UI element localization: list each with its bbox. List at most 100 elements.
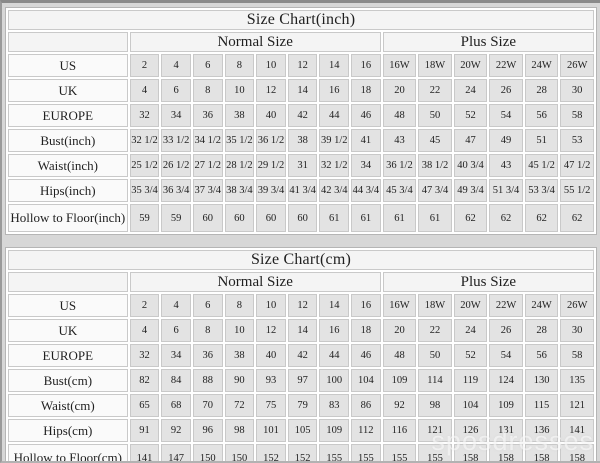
size-value-cell: 34	[161, 344, 191, 367]
group-header-row: Normal Size Plus Size	[8, 32, 594, 52]
table-row: Hollow to Floor(cm) 141 147 150 150 152 152 155…	[8, 444, 594, 461]
size-value-cell: 135	[560, 369, 594, 392]
size-value-cell: 42	[287, 344, 318, 367]
table-row: Hollow to Floor(inch) 59 59 60 60 60 60 61 61 61 6…	[8, 204, 594, 232]
size-value-cell: 39 3/4	[256, 179, 286, 202]
size-value-cell: 61	[319, 204, 350, 232]
size-value-cell: 33 1/2	[161, 129, 191, 152]
size-value-cell: 83	[319, 394, 350, 417]
size-value-cell: 36	[192, 104, 223, 127]
size-value-cell: 31	[287, 154, 318, 177]
size-value-cell: 10	[256, 294, 286, 317]
row-label: Bust(cm)	[8, 369, 128, 392]
size-value-cell: 2	[129, 54, 160, 77]
size-value-cell: 16	[351, 54, 381, 77]
size-value-cell: 46	[351, 344, 381, 367]
size-value-cell: 58	[560, 344, 594, 367]
tables-wrap: Size Chart(inch) Normal Size Plus Size US 2 4…	[2, 3, 600, 461]
size-value-cell: 16	[351, 294, 381, 317]
size-value-cell: 26W	[560, 54, 594, 77]
size-value-cell: 4	[129, 79, 160, 102]
row-label: Bust(inch)	[8, 129, 128, 152]
size-value-cell: 141	[560, 419, 594, 442]
size-value-cell: 12	[287, 294, 318, 317]
size-value-cell: 54	[489, 344, 523, 367]
size-value-cell: 32	[129, 344, 160, 367]
title-row: Size Chart(cm)	[8, 250, 594, 270]
size-value-cell: 12	[256, 319, 286, 342]
size-value-cell: 47	[453, 129, 488, 152]
size-value-cell: 93	[256, 369, 286, 392]
size-value-cell: 92	[382, 394, 417, 417]
size-value-cell: 16	[319, 79, 350, 102]
column-group-header: Normal Size	[129, 32, 381, 52]
table-title: Size Chart(cm)	[8, 250, 594, 270]
size-value-cell: 48	[382, 104, 417, 127]
table-row: US 2 4 6 8 10 12 14 16 16W 18W 20W 22W 24W 26W	[8, 54, 594, 77]
size-value-cell: 26 1/2	[161, 154, 191, 177]
size-value-cell: 35 1/2	[224, 129, 255, 152]
size-value-cell: 61	[418, 204, 452, 232]
size-value-cell: 62	[560, 204, 594, 232]
size-value-cell: 29 1/2	[256, 154, 286, 177]
size-value-cell: 14	[319, 54, 350, 77]
size-value-cell: 155	[319, 444, 350, 461]
size-value-cell: 14	[287, 79, 318, 102]
size-value-cell: 48	[382, 344, 417, 367]
size-value-cell: 38	[224, 344, 255, 367]
size-value-cell: 44	[319, 344, 350, 367]
size-value-cell: 158	[560, 444, 594, 461]
size-value-cell: 22	[418, 79, 452, 102]
size-value-cell: 109	[382, 369, 417, 392]
size-value-cell: 16W	[382, 294, 417, 317]
table-row: Hips(inch) 35 3/4 36 3/4 37 3/4 38 3/4 39 3/4…	[8, 179, 594, 202]
row-label: Hollow to Floor(cm)	[8, 444, 128, 461]
size-value-cell: 105	[287, 419, 318, 442]
size-value-cell: 38 3/4	[224, 179, 255, 202]
size-value-cell: 114	[418, 369, 452, 392]
size-value-cell: 90	[224, 369, 255, 392]
size-value-cell: 72	[224, 394, 255, 417]
size-value-cell: 20	[382, 79, 417, 102]
size-value-cell: 62	[489, 204, 523, 232]
size-value-cell: 47 3/4	[418, 179, 452, 202]
size-value-cell: 61	[382, 204, 417, 232]
size-value-cell: 100	[319, 369, 350, 392]
size-value-cell: 10	[224, 319, 255, 342]
size-value-cell: 10	[224, 79, 255, 102]
size-value-cell: 26	[489, 319, 523, 342]
column-group-header: Plus Size	[382, 32, 594, 52]
size-value-cell: 4	[161, 54, 191, 77]
size-value-cell: 36 1/2	[382, 154, 417, 177]
size-value-cell: 40	[256, 344, 286, 367]
row-label: EUROPE	[8, 104, 128, 127]
size-value-cell: 38	[224, 104, 255, 127]
size-value-cell: 27 1/2	[192, 154, 223, 177]
size-value-cell: 79	[287, 394, 318, 417]
size-value-cell: 22W	[489, 54, 523, 77]
size-value-cell: 44	[319, 104, 350, 127]
size-value-cell: 47 1/2	[560, 154, 594, 177]
size-value-cell: 119	[453, 369, 488, 392]
size-value-cell: 26W	[560, 294, 594, 317]
table-row: Waist(inch) 25 1/2 26 1/2 27 1/2 28 1/2 29 1/…	[8, 154, 594, 177]
size-value-cell: 38	[287, 129, 318, 152]
table-row: EUROPE 32 34 36 38 40 42 44 46 48 50 52 54 56 58	[8, 104, 594, 127]
size-value-cell: 36	[192, 344, 223, 367]
size-value-cell: 24	[453, 319, 488, 342]
table-row: UK 4 6 8 10 12 14 16 18 20 22 24 26 28 30	[8, 79, 594, 102]
row-label: UK	[8, 79, 128, 102]
size-chart-table-cm: Size Chart(cm) Normal Size Plus Size US 2 4 6 8…	[5, 247, 597, 461]
size-value-cell: 53 3/4	[524, 179, 559, 202]
size-value-cell: 60	[224, 204, 255, 232]
row-label: US	[8, 294, 128, 317]
size-value-cell: 158	[489, 444, 523, 461]
size-value-cell: 40	[256, 104, 286, 127]
size-value-cell: 98	[224, 419, 255, 442]
size-value-cell: 136	[524, 419, 559, 442]
size-value-cell: 65	[129, 394, 160, 417]
size-value-cell: 18W	[418, 294, 452, 317]
size-value-cell: 6	[192, 54, 223, 77]
size-value-cell: 36 3/4	[161, 179, 191, 202]
